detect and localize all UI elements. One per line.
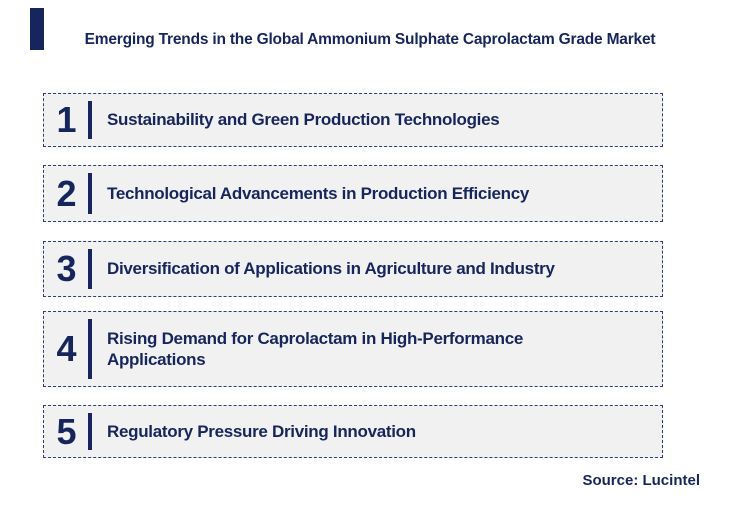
trend-label: Rising Demand for Caprolactam in High-Pe…: [107, 328, 524, 369]
trend-divider-bar: [88, 319, 92, 379]
trend-label: Sustainability and Green Production Tech…: [107, 110, 500, 130]
trend-divider-bar: [88, 413, 92, 450]
trend-label: Regulatory Pressure Driving Innovation: [107, 421, 416, 441]
trend-divider-bar: [88, 101, 92, 139]
trend-number: 5: [56, 410, 76, 452]
trend-number: 2: [56, 172, 76, 214]
trend-number: 4: [56, 328, 76, 369]
trend-item-2: 2 Technological Advancements in Producti…: [43, 165, 663, 222]
title-accent-bar: [30, 8, 44, 50]
trend-label: Diversification of Applications in Agric…: [107, 259, 555, 279]
trend-divider-bar: [88, 173, 92, 214]
trend-item-3: 3 Diversification of Applications in Agr…: [43, 241, 663, 297]
trend-number: 3: [56, 248, 76, 289]
trend-number: 1: [56, 99, 76, 140]
page-title: Emerging Trends in the Global Ammonium S…: [84, 31, 656, 48]
trend-item-1: 1 Sustainability and Green Production Te…: [43, 93, 663, 147]
source-credit: Source: Lucintel: [582, 472, 700, 489]
trend-item-5: 5 Regulatory Pressure Driving Innovation: [43, 405, 663, 458]
trend-label: Technological Advancements in Production…: [107, 183, 530, 203]
trend-divider-bar: [88, 249, 92, 289]
trend-item-4: 4 Rising Demand for Caprolactam in High-…: [43, 311, 663, 387]
